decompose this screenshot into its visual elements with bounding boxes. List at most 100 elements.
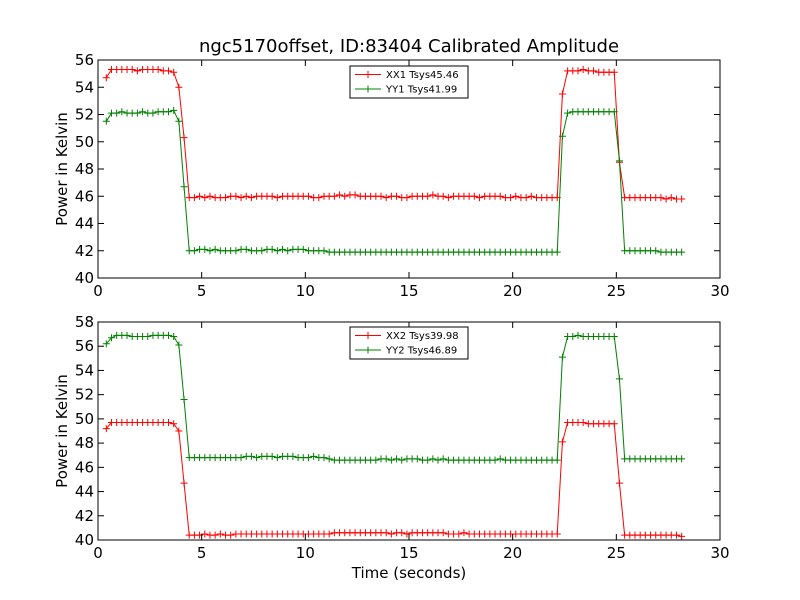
data-point [325, 530, 333, 538]
data-point [190, 194, 198, 202]
data-point [615, 479, 623, 487]
data-point [444, 194, 452, 202]
data-point [579, 419, 587, 427]
data-point [268, 245, 276, 253]
data-point [196, 192, 204, 200]
data-point [434, 456, 442, 464]
data-point [201, 245, 209, 253]
data-point [107, 334, 115, 342]
y-tick-label: 52 [75, 106, 94, 124]
top-chart-panel: 0 5 10 15 20 25 30 40 42 44 46 48 50 52 54 56 Power in K… [53, 51, 730, 300]
x-tick-label: 5 [197, 282, 207, 300]
data-point [149, 109, 157, 117]
y-tick-label: 50 [75, 410, 94, 428]
legend-marker [364, 332, 372, 339]
chart-title: ngc5170offset, ID:83404 Calibrated Ampli… [199, 36, 619, 57]
x-tick-label: 25 [607, 544, 626, 562]
data-point [553, 456, 561, 464]
data-point [403, 194, 411, 202]
legend-box [349, 65, 469, 99]
data-point [237, 454, 245, 462]
data-point [527, 192, 535, 200]
y-tick-label: 40 [75, 531, 94, 549]
legend-label: YY2 Tsys46.89 [385, 346, 457, 357]
data-point [382, 194, 390, 202]
y-tick-label: 54 [75, 78, 94, 96]
y-tick-label: 46 [75, 187, 94, 205]
data-point [118, 108, 126, 116]
data-point [320, 247, 328, 255]
data-point [553, 248, 561, 256]
data-point [170, 106, 178, 114]
data-point [268, 192, 276, 200]
legend: XX2 Tsys39.98 YY2 Tsys46.89 [349, 326, 469, 360]
y-tick-label: 52 [75, 386, 94, 404]
data-point [574, 331, 582, 339]
data-point [372, 456, 380, 464]
data-point [164, 419, 172, 427]
data-point [206, 247, 214, 255]
data-point [232, 192, 240, 200]
data-point [569, 333, 577, 341]
data-point [382, 455, 390, 463]
data-point [211, 245, 219, 253]
legend-marker [364, 71, 372, 78]
data-point [672, 531, 680, 539]
data-point [439, 455, 447, 463]
data-point [382, 529, 390, 537]
data-point [299, 245, 307, 253]
legend-label: YY1 Tsys41.99 [385, 85, 457, 96]
data-point [216, 530, 224, 538]
data-point [657, 194, 665, 202]
x-tick-label: 20 [503, 544, 522, 562]
data-point [102, 425, 110, 433]
y-tick-label: 42 [75, 242, 94, 260]
data-point [387, 530, 395, 538]
x-tick-label: 30 [710, 544, 729, 562]
data-point [615, 375, 623, 383]
legend-label: XX2 Tsys39.98 [386, 331, 459, 342]
data-point [201, 530, 209, 538]
x-tick-label: 0 [93, 544, 103, 562]
legend: XX1 Tsys45.46 YY1 Tsys41.99 [349, 65, 469, 99]
data-point [175, 341, 183, 349]
y-tick-label: 48 [75, 434, 94, 452]
data-point [491, 456, 499, 464]
legend-marker [364, 85, 372, 93]
data-point [164, 108, 172, 116]
y-tick-label: 54 [75, 361, 94, 379]
data-point [387, 456, 395, 464]
data-point [113, 109, 121, 117]
data-point [424, 192, 432, 200]
legend-box [349, 326, 469, 360]
data-point [170, 333, 178, 341]
data-point [175, 83, 183, 91]
data-point [398, 456, 406, 464]
data-point [512, 192, 520, 200]
data-point [590, 67, 598, 75]
data-point [558, 438, 566, 446]
data-point [558, 353, 566, 361]
data-point [522, 194, 530, 202]
data-point [102, 117, 110, 125]
data-point [413, 455, 421, 463]
data-point [678, 532, 686, 540]
bottom-chart-panel: 0 5 10 15 20 25 30 40 42 44 46 48 50 52 54 56 58 Power in… [53, 313, 730, 562]
data-point [258, 247, 266, 255]
y-tick-label: 56 [75, 51, 94, 69]
data-point [133, 109, 141, 117]
data-point [351, 191, 359, 199]
data-point [227, 531, 235, 539]
x-tick-label: 0 [93, 282, 103, 300]
data-point [507, 194, 515, 202]
data-point [211, 531, 219, 539]
series-line [105, 422, 682, 537]
data-point [170, 420, 178, 428]
data-point [222, 194, 230, 202]
data-point [579, 66, 587, 74]
data-point [678, 455, 686, 463]
data-point [242, 192, 250, 200]
x-tick-label: 15 [399, 544, 418, 562]
